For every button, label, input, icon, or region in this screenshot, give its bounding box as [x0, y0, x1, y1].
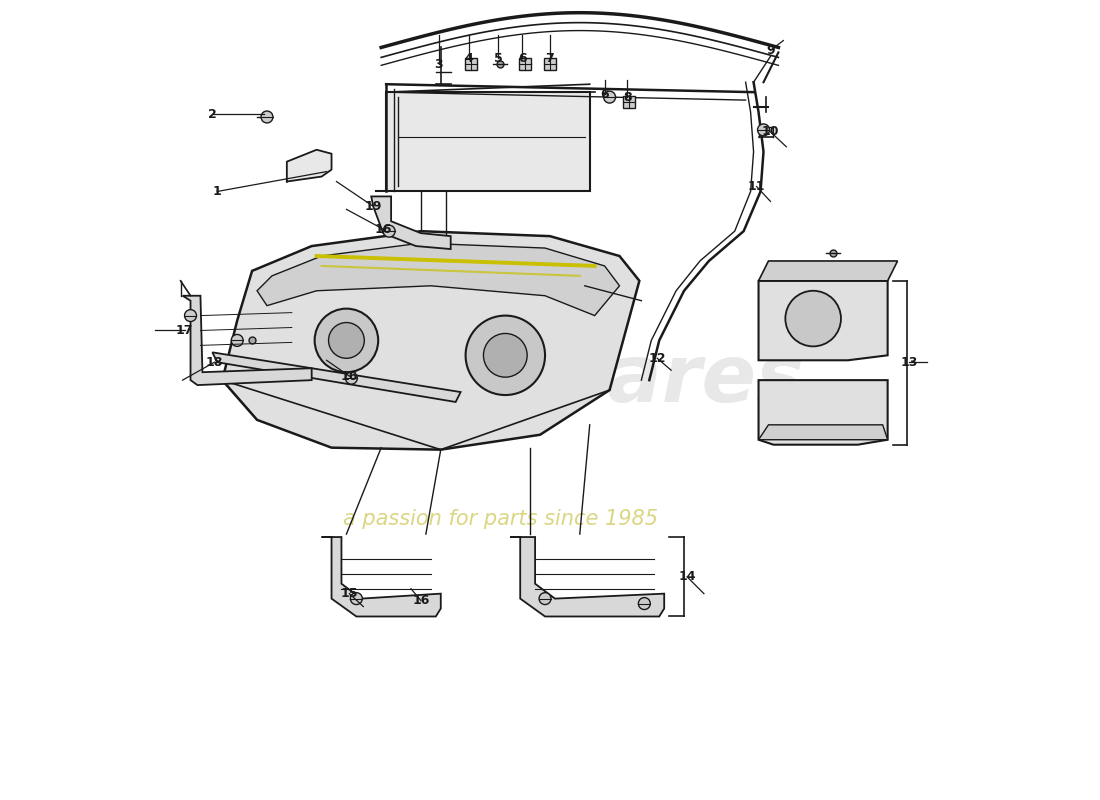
Circle shape: [345, 372, 358, 384]
Polygon shape: [212, 352, 461, 402]
FancyBboxPatch shape: [386, 92, 590, 191]
Polygon shape: [257, 243, 619, 315]
Polygon shape: [759, 380, 888, 445]
Text: 6: 6: [518, 52, 527, 65]
Text: 11: 11: [748, 180, 766, 193]
Text: 15: 15: [341, 587, 359, 600]
Text: 5: 5: [494, 52, 503, 65]
Text: 12: 12: [649, 352, 666, 365]
Circle shape: [484, 334, 527, 377]
Circle shape: [329, 322, 364, 358]
Polygon shape: [759, 261, 898, 281]
Text: 17: 17: [176, 324, 194, 337]
Circle shape: [604, 91, 616, 103]
Polygon shape: [759, 281, 888, 360]
Circle shape: [185, 310, 197, 322]
Text: eurospares: eurospares: [296, 341, 804, 419]
Bar: [464, 58, 476, 70]
Text: 16: 16: [412, 594, 430, 607]
Circle shape: [638, 598, 650, 610]
Text: 3: 3: [434, 58, 443, 71]
Text: 7: 7: [546, 52, 554, 65]
Polygon shape: [321, 537, 441, 617]
Text: 18: 18: [206, 356, 223, 369]
Polygon shape: [759, 425, 888, 440]
Bar: [624, 96, 636, 108]
Text: 2: 2: [208, 107, 217, 121]
Polygon shape: [372, 197, 451, 249]
Text: 19: 19: [364, 200, 382, 213]
Polygon shape: [183, 296, 311, 385]
Circle shape: [465, 315, 544, 395]
Circle shape: [758, 124, 770, 136]
Circle shape: [785, 290, 842, 346]
Text: 13: 13: [901, 356, 918, 369]
Circle shape: [261, 111, 273, 123]
Bar: [519, 58, 531, 70]
Circle shape: [383, 226, 395, 237]
Polygon shape: [222, 231, 639, 450]
Text: 1: 1: [213, 185, 222, 198]
Circle shape: [231, 334, 243, 346]
Text: 8: 8: [623, 90, 631, 104]
Text: 10: 10: [761, 126, 779, 138]
Text: 16: 16: [374, 222, 392, 236]
Text: 4: 4: [464, 52, 473, 65]
Text: 16: 16: [341, 370, 359, 382]
Bar: [544, 58, 556, 70]
Text: 9: 9: [766, 44, 774, 57]
Polygon shape: [287, 150, 331, 182]
Circle shape: [315, 309, 378, 372]
Circle shape: [351, 593, 362, 605]
Text: 6: 6: [601, 88, 609, 101]
Text: a passion for parts since 1985: a passion for parts since 1985: [343, 509, 658, 529]
Circle shape: [539, 593, 551, 605]
Polygon shape: [510, 537, 664, 617]
Text: 14: 14: [679, 570, 696, 583]
